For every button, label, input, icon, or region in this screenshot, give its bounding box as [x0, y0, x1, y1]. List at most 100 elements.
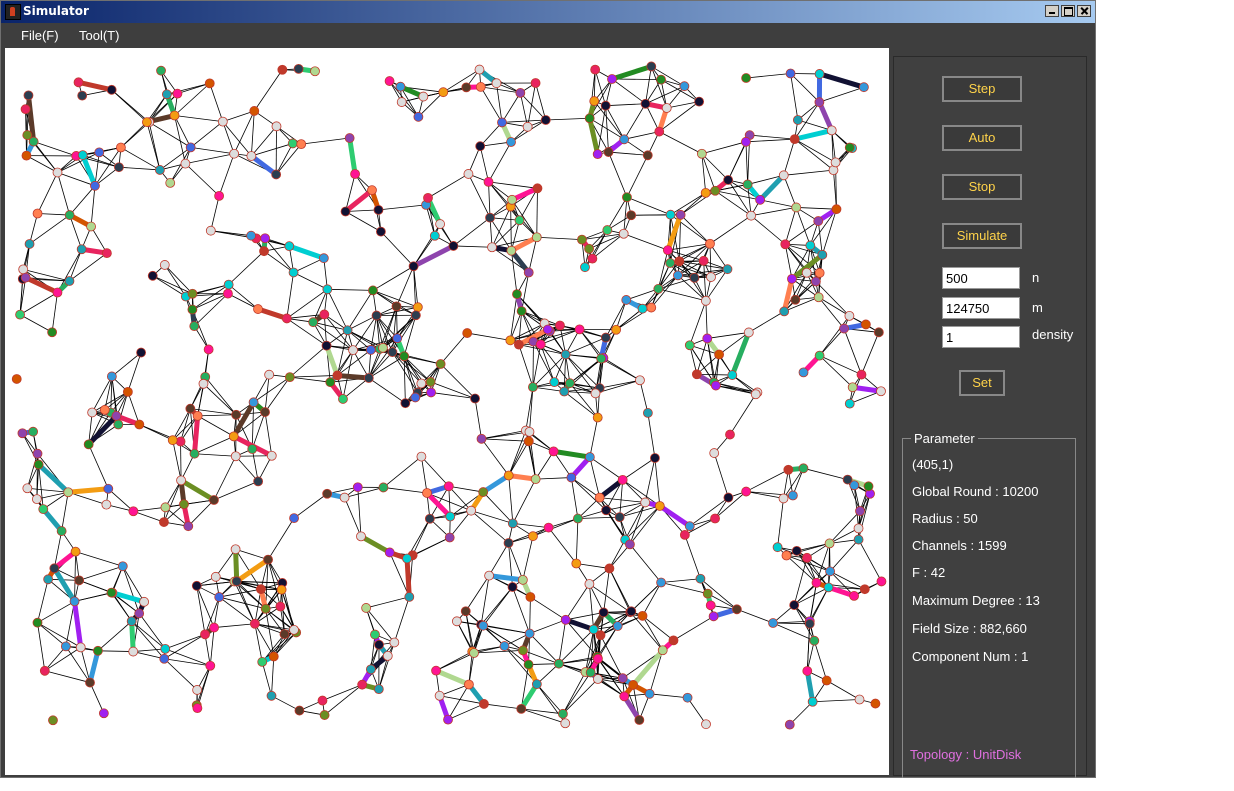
graph-node	[531, 679, 542, 690]
graph-node	[466, 505, 477, 516]
graph-edge	[235, 455, 272, 457]
graph-edge	[605, 299, 627, 338]
simulate-button[interactable]: Simulate	[942, 223, 1022, 249]
graph-node	[17, 428, 28, 439]
graph-edge	[783, 139, 796, 176]
graph-edge	[713, 452, 729, 498]
graph-edge	[849, 390, 882, 405]
graph-edge	[336, 330, 348, 376]
graph-edge	[520, 664, 529, 709]
graph-node	[410, 310, 421, 321]
graph-node	[209, 495, 219, 505]
graph-edge	[148, 121, 191, 148]
graph-node	[185, 403, 196, 414]
graph-edge	[658, 288, 706, 302]
graph-node	[106, 371, 117, 382]
density-input[interactable]	[942, 326, 1020, 348]
graph-edge	[793, 604, 815, 641]
graph-edge	[378, 204, 427, 211]
graph-edge	[606, 197, 628, 231]
graph-edge	[122, 566, 145, 603]
graph-edge	[645, 66, 652, 104]
graph-edge	[642, 615, 664, 651]
n-input[interactable]	[942, 267, 1020, 289]
graph-node	[70, 546, 81, 557]
menu-file[interactable]: File(F)	[21, 28, 59, 43]
graph-node	[47, 327, 58, 338]
graph-node	[289, 624, 299, 635]
graph-edge	[784, 207, 797, 245]
channel-link	[334, 372, 372, 381]
graph-edge	[603, 568, 610, 613]
graph-node	[463, 169, 474, 179]
close-button[interactable]	[1077, 5, 1091, 17]
graph-edge	[227, 293, 259, 310]
graph-node	[516, 306, 527, 316]
graph-edge	[592, 233, 624, 259]
graph-node	[619, 134, 630, 145]
graph-node	[191, 580, 202, 591]
graph-edge	[324, 684, 363, 716]
channel-link	[76, 79, 115, 93]
graph-node	[691, 369, 702, 380]
graph-edge	[736, 608, 774, 624]
graph-edge	[479, 122, 503, 147]
graph-edge	[481, 431, 530, 440]
graph-node	[128, 506, 139, 517]
m-input[interactable]	[942, 297, 1020, 319]
m-label: m	[1032, 300, 1043, 315]
auto-button[interactable]: Auto	[942, 125, 1022, 151]
graph-node	[264, 369, 275, 380]
graph-node	[389, 637, 400, 648]
graph-edge	[535, 451, 554, 480]
graph-node	[348, 345, 358, 356]
minimize-button[interactable]	[1045, 5, 1059, 17]
graph-node	[223, 288, 233, 299]
graph-node	[260, 407, 270, 417]
graph-edge	[563, 354, 567, 392]
channel-link	[433, 668, 472, 687]
graph-node	[855, 506, 865, 516]
graph-edge	[508, 430, 527, 476]
graph-edge	[746, 491, 784, 499]
graph-edge	[480, 86, 521, 94]
graph-edge	[22, 433, 39, 465]
stop-button[interactable]: Stop	[942, 174, 1022, 200]
graph-node	[810, 276, 821, 287]
network-canvas[interactable]	[5, 48, 889, 775]
n-label: n	[1032, 270, 1040, 285]
graph-edge	[465, 611, 475, 654]
graph-edge	[657, 260, 680, 290]
menu-tool[interactable]: Tool(T)	[79, 28, 120, 43]
title-bar[interactable]: Simulator	[1, 1, 1095, 23]
graph-edge	[813, 640, 828, 681]
graph-edge	[784, 296, 819, 312]
graph-edge	[37, 172, 58, 214]
graph-edge	[565, 583, 590, 621]
graph-node	[587, 253, 598, 264]
graph-edge	[488, 181, 520, 221]
graph-edge	[57, 172, 96, 187]
set-button[interactable]: Set	[959, 370, 1005, 396]
graph-edge	[660, 79, 700, 102]
graph-node	[813, 216, 824, 226]
graph-edge	[146, 93, 178, 123]
graph-node	[779, 306, 790, 317]
graph-node	[49, 563, 60, 574]
graph-edge	[250, 110, 255, 156]
step-button[interactable]: Step	[942, 76, 1022, 102]
graph-edge	[172, 408, 191, 441]
graph-edge	[197, 665, 211, 709]
graph-edge	[138, 613, 166, 650]
graph-node	[33, 459, 44, 470]
graph-edge	[727, 141, 747, 181]
graph-edge	[794, 101, 820, 140]
graph-node	[425, 377, 436, 387]
graph-edge	[448, 486, 451, 517]
graph-node	[701, 719, 711, 730]
graph-node	[159, 517, 169, 527]
graph-edge	[785, 220, 819, 245]
maximize-button[interactable]	[1061, 5, 1075, 17]
channel-link	[657, 503, 693, 529]
graph-node	[709, 448, 720, 458]
